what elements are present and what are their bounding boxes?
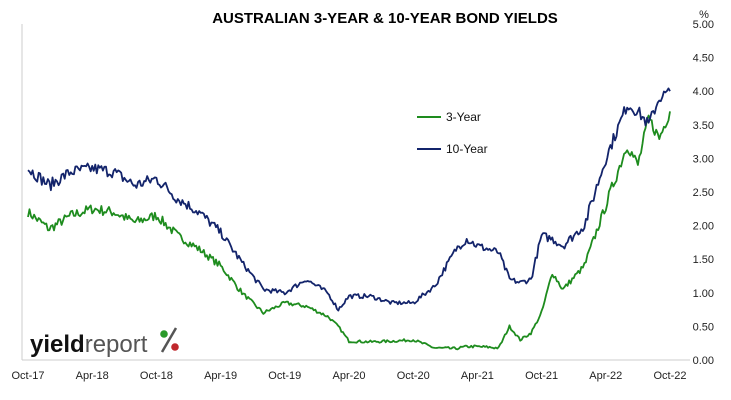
- x-tick-label: Oct-22: [653, 370, 686, 382]
- y-tick-label: 2.00: [693, 221, 714, 233]
- y-tick-label: 3.00: [693, 153, 714, 165]
- x-tick-label: Apr-18: [76, 370, 109, 382]
- y-axis-unit: %: [699, 9, 709, 21]
- logo-percent-dot-red: [171, 343, 179, 351]
- logo-text-yield: yield: [30, 331, 85, 358]
- y-tick-label: 4.00: [693, 86, 714, 98]
- x-tick-label: Oct-21: [525, 370, 558, 382]
- y-tick-label: 3.50: [693, 120, 714, 132]
- x-tick-label: Apr-21: [461, 370, 494, 382]
- x-tick-label: Oct-17: [11, 370, 44, 382]
- x-tick-label: Oct-18: [140, 370, 173, 382]
- x-tick-label: Oct-19: [268, 370, 301, 382]
- legend: 3-Year 10-Year: [417, 110, 488, 156]
- series-line-3-year: [27, 111, 671, 351]
- y-tick-label: 4.50: [693, 53, 714, 65]
- x-tick-label: Apr-20: [332, 370, 365, 382]
- legend-label-10-year: 10-Year: [446, 142, 488, 156]
- y-axis-ticks: 0.00 0.50 1.00 1.50 2.00 2.50 3.00 3.50 4.00 4.50…: [693, 19, 714, 367]
- y-tick-label: 5.00: [693, 19, 714, 31]
- logo-percent-slash: [160, 327, 178, 353]
- x-tick-label: Oct-20: [397, 370, 430, 382]
- series-lines: [27, 87, 671, 351]
- legend-label-3-year: 3-Year: [446, 110, 481, 124]
- logo-text: yieldreport: [30, 331, 148, 358]
- logo-text-report: report: [85, 331, 148, 358]
- series-line-10-year: [27, 87, 671, 312]
- y-tick-label: 1.00: [693, 288, 714, 300]
- y-tick-label: 1.50: [693, 254, 714, 266]
- y-tick-label: 2.50: [693, 187, 714, 199]
- yieldreport-logo: yieldreport: [30, 327, 179, 358]
- x-tick-label: Apr-22: [589, 370, 622, 382]
- y-tick-label: 0.00: [693, 355, 714, 367]
- y-tick-label: 0.50: [693, 321, 714, 333]
- chart-title: AUSTRALIAN 3-YEAR & 10-YEAR BOND YIELDS: [212, 10, 558, 27]
- logo-percent-dot-green: [160, 330, 168, 338]
- x-tick-label: Apr-19: [204, 370, 237, 382]
- x-axis-ticks: Oct-17 Apr-18 Oct-18 Apr-19 Oct-19 Apr-20 Oct-…: [11, 370, 686, 382]
